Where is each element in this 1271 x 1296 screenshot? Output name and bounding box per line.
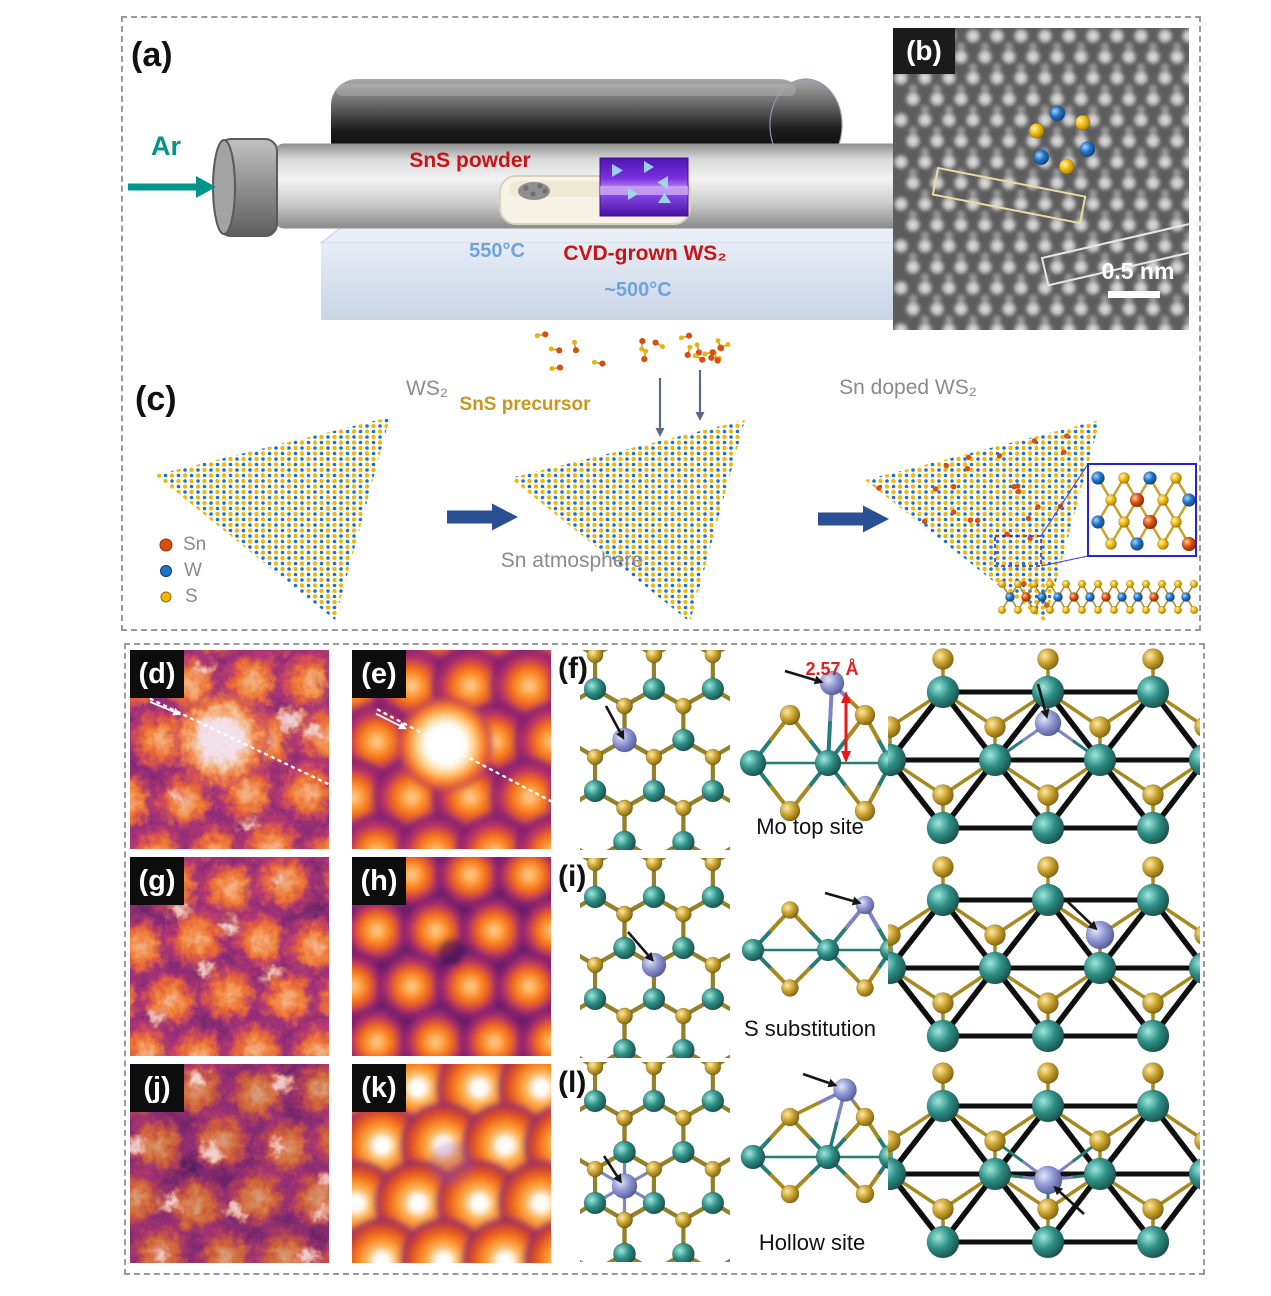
- doping-process-schematic: [155, 331, 1199, 622]
- model-s-sub-sideview: [741, 891, 893, 997]
- bond-length-label: 2.57 Å: [805, 659, 859, 679]
- legend-label-sn: Sn: [183, 534, 207, 555]
- model-mo-top-perspective: [888, 648, 1200, 845]
- cvd-sample-label: CVD-grown WS₂: [563, 242, 727, 265]
- stm-experimental-mo-top: [130, 650, 329, 849]
- model-mo-top-topview: [580, 650, 730, 850]
- substrate-temp-label: ~500°C: [604, 279, 672, 301]
- panel-h-label-chip: (h): [352, 857, 406, 905]
- sns-precursor-label: SnS precursor: [459, 394, 591, 415]
- sns-powder-label: SnS powder: [409, 149, 531, 172]
- panel-j-label: (j): [143, 1071, 171, 1104]
- w-atom-icon: [160, 565, 172, 577]
- hollow-site-caption: Hollow site: [758, 1230, 866, 1255]
- panel-g-label-chip: (g): [130, 857, 184, 905]
- bottom-panel-box: [124, 643, 1205, 1275]
- panel-b-label-chip: (b): [893, 28, 955, 74]
- model-s-sub-topview: [580, 858, 730, 1058]
- argon-gas-label: Ar: [151, 131, 182, 161]
- sn-atmosphere-label: Sn atmosphere: [500, 549, 644, 572]
- stem-image: [893, 28, 1189, 330]
- panel-g-label: (g): [138, 864, 176, 897]
- legend-item-w: W: [158, 558, 206, 584]
- panel-c-label: (c): [135, 380, 177, 418]
- stm-experimental-s-sub: [130, 857, 329, 1056]
- pristine-ws2-label: WS₂: [406, 377, 448, 400]
- legend-label-w: W: [184, 560, 202, 581]
- model-hollow-perspective: [888, 1062, 1200, 1259]
- panel-e-label: (e): [361, 657, 397, 690]
- panel-f-label: (f): [558, 652, 588, 685]
- model-hollow-sideview: [740, 1072, 893, 1204]
- panel-j-label-chip: (j): [130, 1064, 184, 1112]
- sn-doped-ws2-label: Sn doped WS₂: [839, 376, 977, 399]
- panel-e-label-chip: (e): [352, 650, 406, 698]
- s-substitution-caption: S substitution: [743, 1016, 877, 1041]
- top-panel-box: [121, 16, 1201, 631]
- panel-a-label: (a): [131, 36, 173, 74]
- panel-i-label: (i): [558, 860, 587, 893]
- model-hollow-topview: [580, 1062, 730, 1262]
- panel-d-label-chip: (d): [130, 650, 184, 698]
- stm-experimental-hollow: [130, 1064, 329, 1263]
- s-atom-icon: [160, 591, 172, 603]
- furnace-temp-label: 550°C: [469, 240, 525, 262]
- legend: Sn W S: [158, 532, 206, 610]
- sn-atom-icon: [159, 538, 173, 552]
- panel-d-label: (d): [138, 657, 176, 690]
- panel-k-label: (k): [361, 1071, 397, 1104]
- mo-top-site-caption: Mo top site: [756, 814, 864, 839]
- panel-h-label: (h): [360, 864, 398, 897]
- panel-k-label-chip: (k): [352, 1064, 406, 1112]
- model-s-sub-perspective: [888, 856, 1200, 1053]
- stm-simulated-hollow: [352, 1064, 551, 1263]
- scale-bar-label: 0.5 nm: [1101, 258, 1175, 284]
- panel-b-label: (b): [906, 35, 942, 66]
- legend-item-sn: Sn: [158, 532, 206, 558]
- legend-item-s: S: [158, 584, 206, 610]
- panel-l-label: (l): [558, 1066, 587, 1099]
- model-mo-top-sideview: [739, 669, 893, 822]
- legend-label-s: S: [185, 586, 198, 607]
